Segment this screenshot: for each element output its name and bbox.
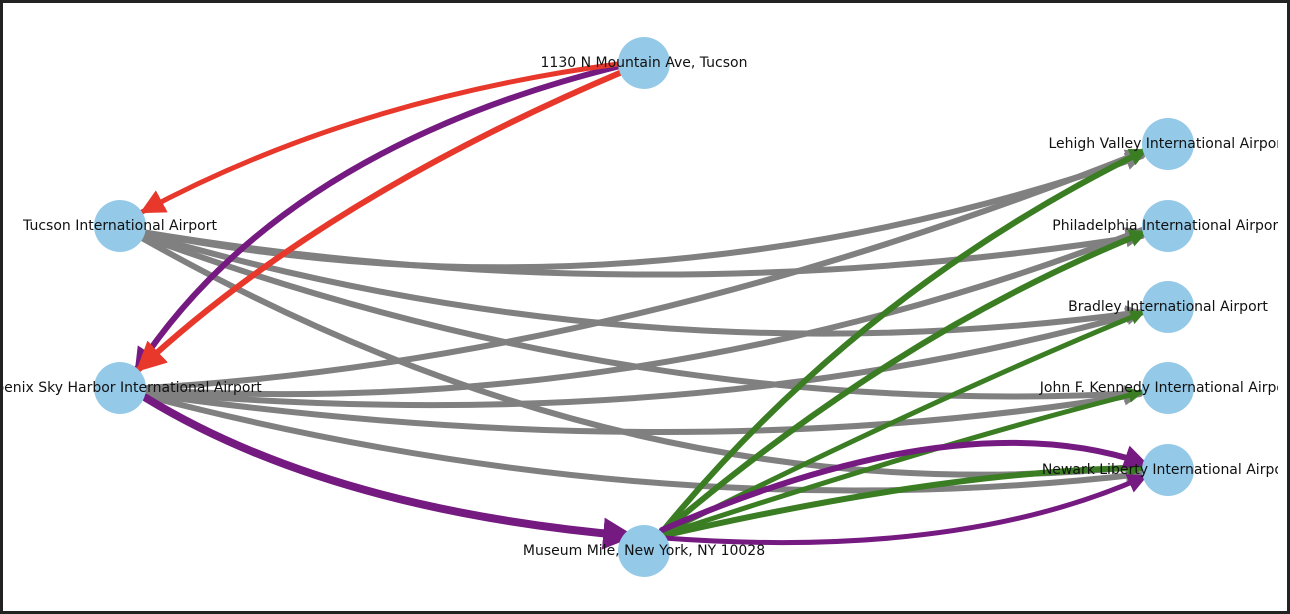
node-label: John F. Kennedy International Airport <box>1039 380 1290 396</box>
edge <box>133 63 623 373</box>
node <box>1142 200 1194 252</box>
edges <box>133 61 1149 550</box>
node-label: Newark Liberty International Airport <box>1042 462 1290 478</box>
edge <box>142 394 636 550</box>
node <box>1142 362 1194 414</box>
nodes: 1130 N Mountain Ave, Tucson Tucson Intern… <box>0 37 1290 577</box>
edge <box>135 69 625 373</box>
node <box>1142 444 1194 496</box>
edge <box>143 387 1143 435</box>
node <box>94 362 146 414</box>
node-label: Phoenix Sky Harbor International Airport <box>0 380 262 396</box>
edge <box>143 149 1145 391</box>
node-label: 1130 N Mountain Ave, Tucson <box>541 55 748 71</box>
edge <box>143 393 1145 494</box>
node <box>94 200 146 252</box>
edge <box>143 227 1145 398</box>
node-label: Bradley International Airport <box>1068 299 1268 315</box>
edge <box>139 61 621 215</box>
node-label: Lehigh Valley International Airport <box>1048 136 1288 152</box>
node-label: Tucson International Airport <box>22 218 217 234</box>
node <box>1142 281 1194 333</box>
node <box>618 525 670 577</box>
edge <box>661 473 1149 546</box>
edge <box>659 147 1149 535</box>
edge <box>143 307 1145 409</box>
node <box>1142 118 1194 170</box>
edge <box>659 229 1149 536</box>
edge <box>139 231 1145 337</box>
edge <box>659 439 1149 533</box>
node-label: Museum Mile, New York, NY 10028 <box>523 543 765 559</box>
node-label: Philadelphia International Airport <box>1052 218 1284 234</box>
node <box>618 37 670 89</box>
edge <box>659 459 1147 539</box>
